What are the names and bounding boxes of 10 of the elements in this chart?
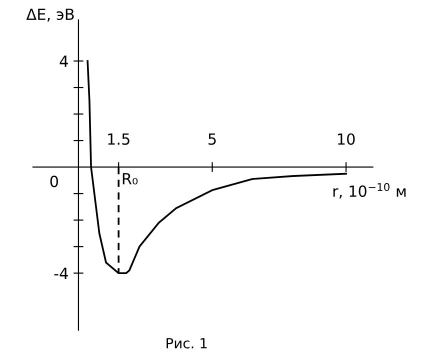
text: Рис. 1 [166,338,207,348]
y-axis-title: ΔE, эВ [26,8,74,22]
y-tick-label: 4 [60,56,68,67]
annotation: 0 [50,176,58,188]
x-axis-title: r, 10$^{−10}$ м [333,182,406,199]
x-tick-label: 10 [338,133,355,145]
x-tick-label: 5 [208,134,216,145]
x-tick-label: 1.5 [108,134,130,145]
y-tick-label: -4 [54,268,68,279]
annotation: R₀ [122,173,138,184]
